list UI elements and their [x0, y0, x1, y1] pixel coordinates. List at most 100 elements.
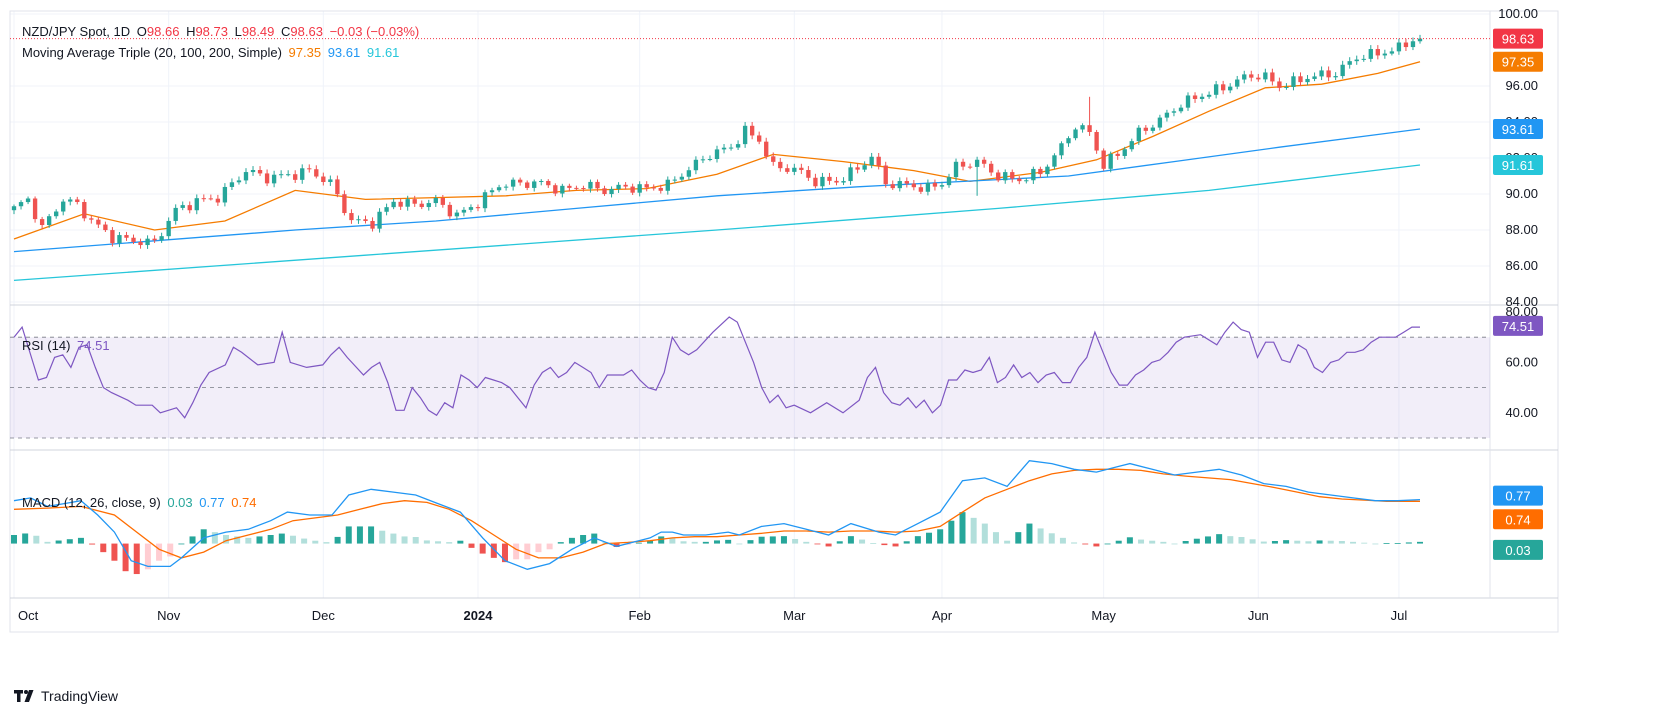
macd-histogram-bar [970, 517, 977, 544]
signal-tag: 0.74 [1505, 512, 1530, 527]
macd-histogram-bar [1037, 528, 1044, 544]
candle-body [391, 201, 396, 208]
rsi-value: 74.51 [77, 338, 110, 353]
rsi-line [13, 316, 1420, 419]
macd-histogram-bar [1249, 539, 1256, 544]
macd-histogram-bar [836, 541, 843, 544]
candle-body [419, 203, 424, 208]
candle-body [792, 167, 797, 172]
macd-histogram-bar [479, 543, 486, 554]
macd-histogram-bar [937, 529, 944, 544]
candle-body [124, 235, 129, 238]
candle-body [1326, 70, 1331, 78]
candle-body [1185, 95, 1191, 108]
signal-tag-bg [1493, 509, 1543, 530]
symbol-label: NZD/JPY Spot, 1D [22, 24, 131, 39]
candle-body [525, 182, 530, 188]
macd-histogram-bar [144, 543, 151, 570]
candle-body [827, 176, 832, 181]
candle-body [953, 161, 959, 178]
candle-body [398, 201, 403, 207]
candle-body [89, 218, 94, 220]
macd-histogram-bar [1383, 543, 1390, 544]
macd-histogram-bar [501, 543, 508, 563]
macd-histogram-bar [903, 541, 910, 544]
candle-body [1178, 107, 1184, 112]
rsi-path [13, 316, 1420, 419]
candle-body [623, 184, 628, 187]
macd-histogram-bar [312, 540, 319, 544]
candle-body [440, 198, 445, 205]
ma200-value: 91.61 [366, 45, 400, 60]
candle-body [1003, 172, 1008, 181]
candle-body [180, 205, 185, 208]
ma100-line [13, 128, 1421, 253]
candle-body [834, 180, 839, 183]
macd-lines [13, 460, 1421, 570]
candle-body [785, 168, 790, 172]
macd-histogram-bar [691, 541, 698, 544]
candle-body [1291, 76, 1296, 87]
macd-histogram-bar [446, 542, 453, 544]
candle-body [1129, 141, 1134, 150]
macd-histogram-bar [1182, 541, 1189, 544]
candle-body [658, 187, 663, 191]
candle-body [1410, 41, 1416, 48]
candle-body [1347, 61, 1352, 65]
candle-body [1213, 84, 1219, 95]
candle-body [1192, 95, 1198, 99]
open-value: 98.66 [146, 24, 180, 39]
candle-body [489, 190, 495, 193]
high-value: 98.73 [195, 24, 228, 39]
candle-body [644, 184, 649, 188]
candle-body [236, 180, 242, 183]
macd-histogram-bar [368, 526, 375, 544]
macd-histogram-bar [44, 541, 51, 544]
macd-histogram-bar [1372, 543, 1379, 545]
candle-body [166, 220, 171, 237]
macd-histogram-bar [602, 542, 609, 544]
candle-body [377, 211, 382, 229]
macd-histogram-bar [769, 536, 776, 544]
candle-body [503, 186, 509, 188]
macd-histogram-bar [1361, 542, 1368, 544]
candle-body [1249, 74, 1254, 78]
candle-body [742, 125, 748, 145]
candle-body [981, 159, 987, 164]
candle-body [229, 182, 235, 187]
macd-histogram-bar [133, 543, 140, 575]
macd-histogram-bar [1350, 541, 1357, 544]
macd-label: MACD (12, 26, close, 9) [22, 495, 161, 510]
candle-body [264, 173, 270, 184]
macd-histogram-bar [1082, 543, 1089, 545]
macd-histogram-bar [1193, 538, 1200, 544]
candle-body [138, 241, 143, 246]
candle-body [510, 179, 516, 187]
candle-body [46, 216, 52, 226]
candle-body [693, 159, 699, 171]
macd-histogram-bar [1004, 540, 1011, 544]
candle-body [757, 135, 762, 142]
change-value: −0.03 (−0.03%) [329, 24, 420, 39]
candle-body [707, 159, 713, 161]
macd-histogram-bar [401, 536, 408, 544]
macd-histogram-bar [959, 512, 966, 544]
macd-histogram-bar [111, 543, 118, 561]
macd-histogram-bar [55, 540, 62, 544]
candle-body [567, 185, 572, 188]
candle-body [1150, 127, 1156, 131]
candle-body [1122, 149, 1127, 156]
tradingview-brand[interactable]: TradingView [14, 688, 118, 704]
candle-body [869, 156, 874, 166]
candle-body [54, 211, 59, 217]
candle-body [1031, 168, 1036, 181]
time-tick-label: Jun [1248, 608, 1269, 623]
candle-body [475, 207, 481, 209]
price-tick-label: 96.00 [1505, 78, 1538, 93]
macd-histogram-bar [580, 535, 587, 544]
ma20-value: 97.35 [288, 45, 322, 60]
macd-histogram-bar [22, 533, 29, 544]
ma20-tag-bg [1493, 51, 1543, 72]
candle-body [1228, 86, 1233, 91]
candle-body [222, 186, 228, 203]
